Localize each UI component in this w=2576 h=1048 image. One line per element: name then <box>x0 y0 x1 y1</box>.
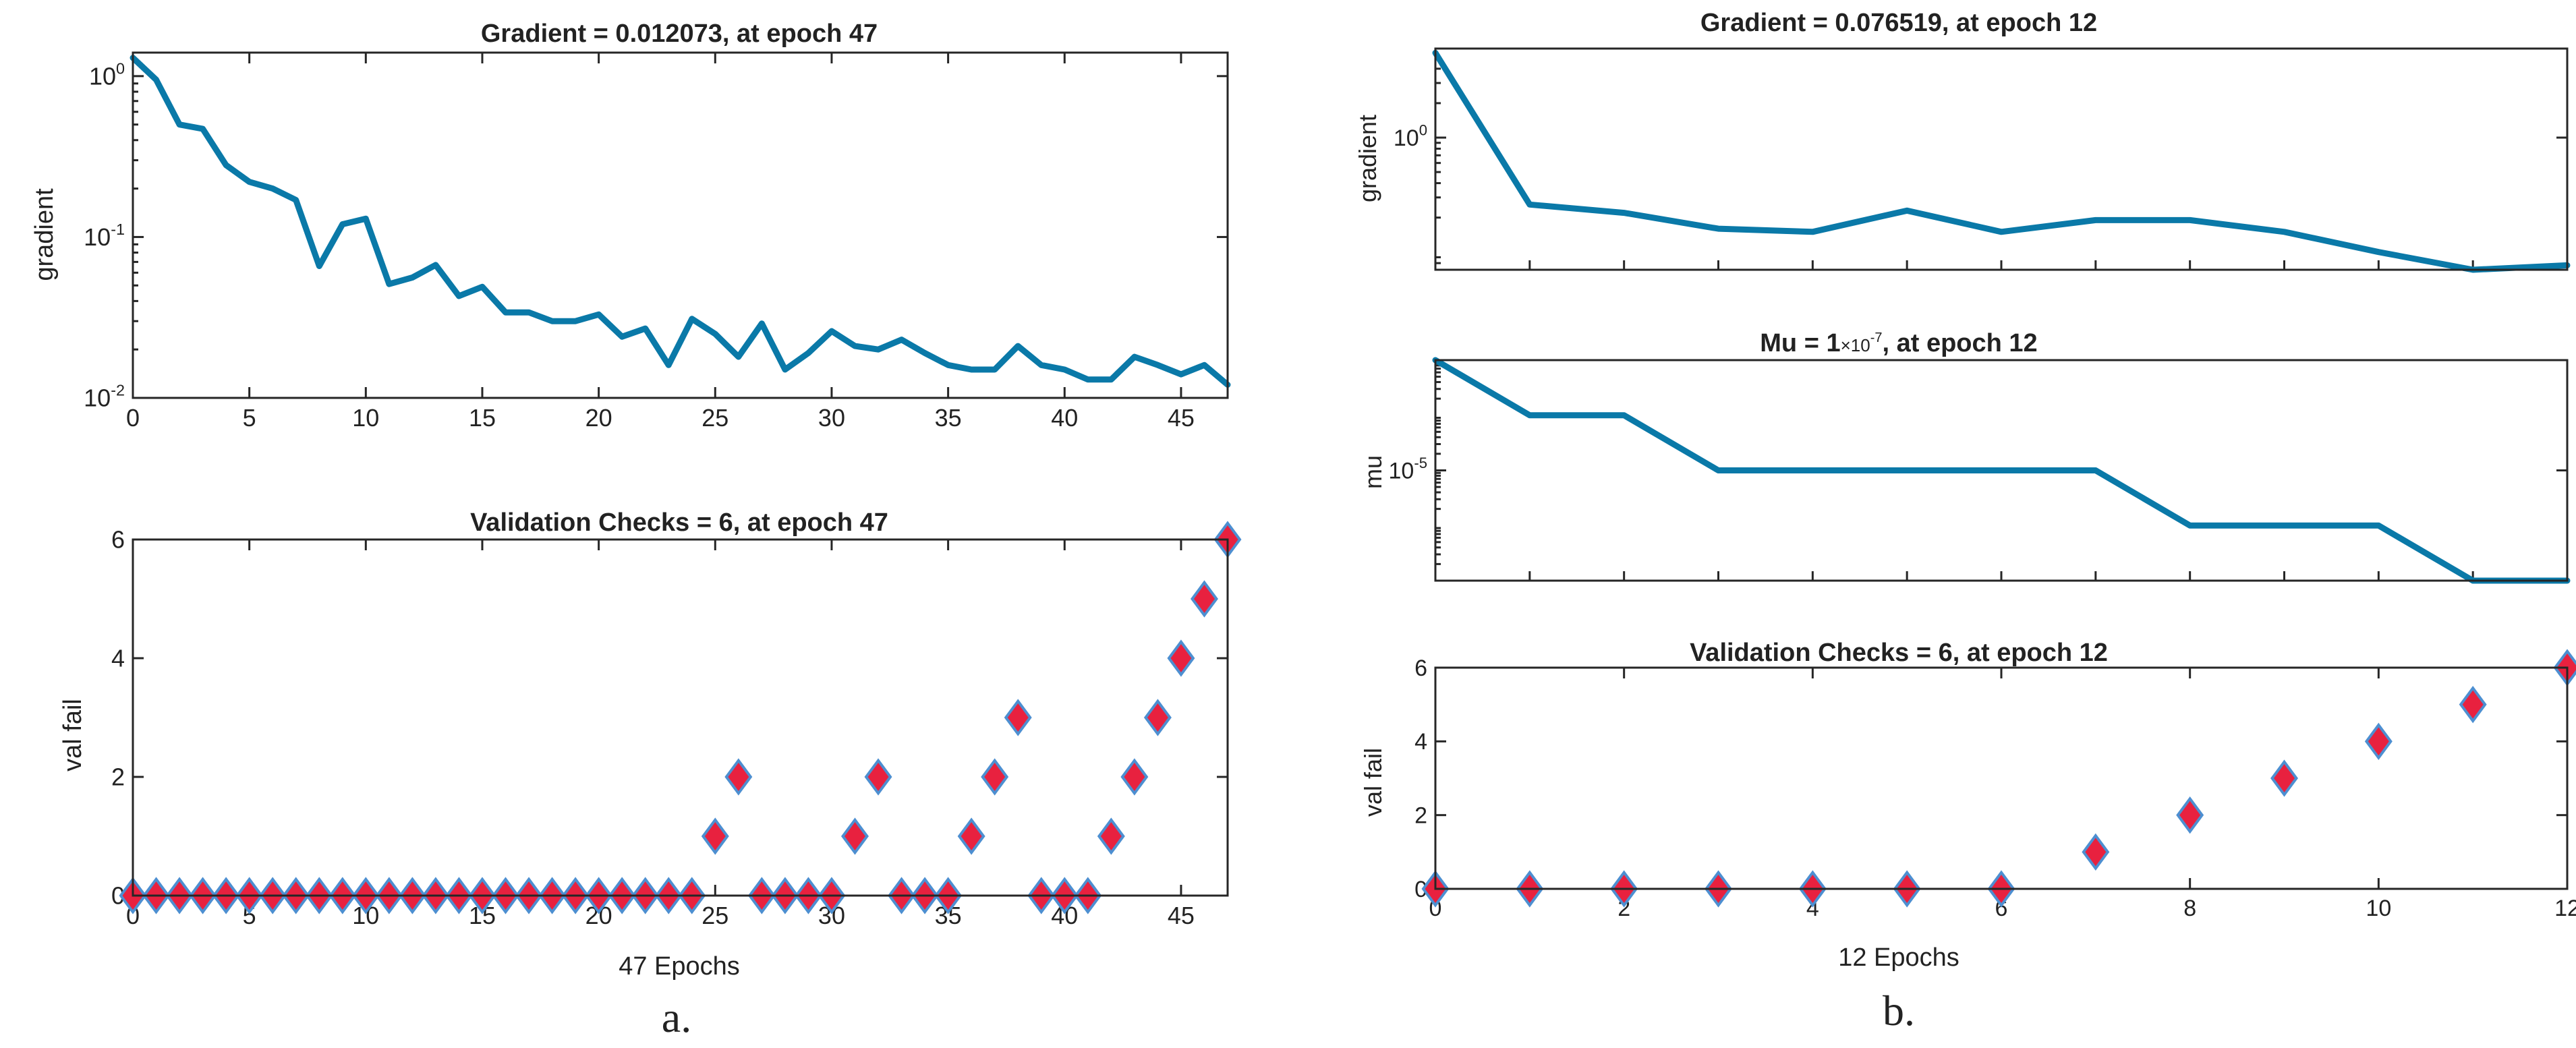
y-tick-label: 10-1 <box>84 221 125 251</box>
data-point <box>1120 758 1149 796</box>
title-tail: , at epoch 12 <box>1883 329 2038 357</box>
y-axis-label: val fail <box>59 699 87 772</box>
data-point <box>864 758 892 796</box>
x-axis-label: 47 Epochs <box>619 952 740 981</box>
data-point <box>2176 796 2204 834</box>
y-tick-label: 4 <box>111 645 125 672</box>
plot-frame <box>132 538 1229 897</box>
y-axis-label: mu <box>1359 455 1387 489</box>
panel-letter: b. <box>1883 987 1915 1035</box>
title-main: Mu = 1 <box>1760 329 1840 357</box>
panel-b: Gradient = 0.076519, at epoch 12 gradien… <box>1354 9 2576 1035</box>
data-point <box>2459 686 2487 724</box>
series-line <box>1432 357 2571 584</box>
data-point <box>701 817 729 855</box>
data-point <box>957 817 985 855</box>
y-tick-label: 0 <box>111 882 125 910</box>
data-point <box>1143 699 1172 736</box>
plot-b-valfail: Validation Checks = 6, at epoch 12 val f… <box>1359 639 2576 972</box>
data-point <box>841 817 869 855</box>
y-tick-label: 100 <box>89 59 125 90</box>
data-point <box>1167 639 1195 677</box>
data-point <box>981 758 1009 796</box>
y-tick-label: 10-2 <box>84 381 125 411</box>
y-tick-label: 6 <box>111 526 125 554</box>
y-axis-label: gradient <box>1354 115 1381 202</box>
plot-title: Mu = 1×10-7, at epoch 12 <box>1760 329 2037 357</box>
x-tick-label: 8 <box>2183 896 2196 921</box>
plot-frame <box>1434 359 2569 582</box>
y-axis-label: val fail <box>1359 748 1387 817</box>
series-line <box>130 55 1231 388</box>
data-point <box>1004 699 1032 736</box>
x-axis-label: 12 Epochs <box>1838 943 1959 972</box>
plot-b-mu: Mu = 1×10-7, at epoch 12 mu 10-5 <box>1359 329 2571 584</box>
plot-frame <box>132 51 1229 399</box>
plot-title: Gradient = 0.012073, at epoch 47 <box>481 20 878 48</box>
x-tick-label: 40 <box>1051 404 1078 432</box>
x-tick-label: 25 <box>702 404 728 432</box>
x-tick-label: 35 <box>935 404 962 432</box>
x-tick-label: 45 <box>1168 902 1195 929</box>
y-tick-label: 4 <box>1414 729 1427 755</box>
data-point <box>1097 817 1125 855</box>
x-tick-label: 30 <box>818 404 845 432</box>
title-exp-power: -7 <box>1870 330 1883 345</box>
y-tick-label: 10-5 <box>1389 455 1427 484</box>
x-tick-label: 15 <box>469 404 496 432</box>
plot-a-gradient: Gradient = 0.012073, at epoch 47 gradien… <box>30 20 1231 432</box>
x-tick-label: 20 <box>585 404 612 432</box>
x-tick-label: 10 <box>2366 896 2391 921</box>
series-line <box>1432 49 2571 273</box>
panel-letter: a. <box>662 993 691 1041</box>
plot-frame <box>1434 47 2569 271</box>
data-point <box>2082 833 2110 871</box>
y-tick-label: 2 <box>1414 803 1427 829</box>
y-axis-label: gradient <box>30 188 59 281</box>
panel-a: Gradient = 0.012073, at epoch 47 gradien… <box>30 20 1242 1041</box>
x-tick-label: 12 <box>2554 896 2576 921</box>
x-tick-label: 10 <box>352 404 379 432</box>
plot-a-valfail: Validation Checks = 6, at epoch 47 val f… <box>59 508 1242 981</box>
plot-title: Validation Checks = 6, at epoch 12 <box>1690 639 2108 667</box>
plot-frame <box>1434 666 2569 890</box>
title-exp-base: ×10 <box>1841 335 1870 355</box>
y-tick-label: 100 <box>1394 122 1427 151</box>
x-tick-label: 45 <box>1168 404 1195 432</box>
y-tick-label: 2 <box>111 763 125 791</box>
plot-title: Gradient = 0.076519, at epoch 12 <box>1700 9 2097 37</box>
x-tick-label: 25 <box>702 902 728 929</box>
plot-b-gradient: Gradient = 0.076519, at epoch 12 gradien… <box>1354 9 2571 273</box>
x-tick-label: 5 <box>243 404 256 432</box>
data-point <box>724 758 753 796</box>
y-tick-label: 0 <box>1414 877 1427 902</box>
x-tick-label: 0 <box>126 404 140 432</box>
plot-title: Validation Checks = 6, at epoch 47 <box>470 508 888 537</box>
data-point <box>2270 759 2298 797</box>
y-tick-label: 6 <box>1414 656 1427 681</box>
data-point <box>1190 580 1218 618</box>
data-point <box>2364 722 2393 760</box>
